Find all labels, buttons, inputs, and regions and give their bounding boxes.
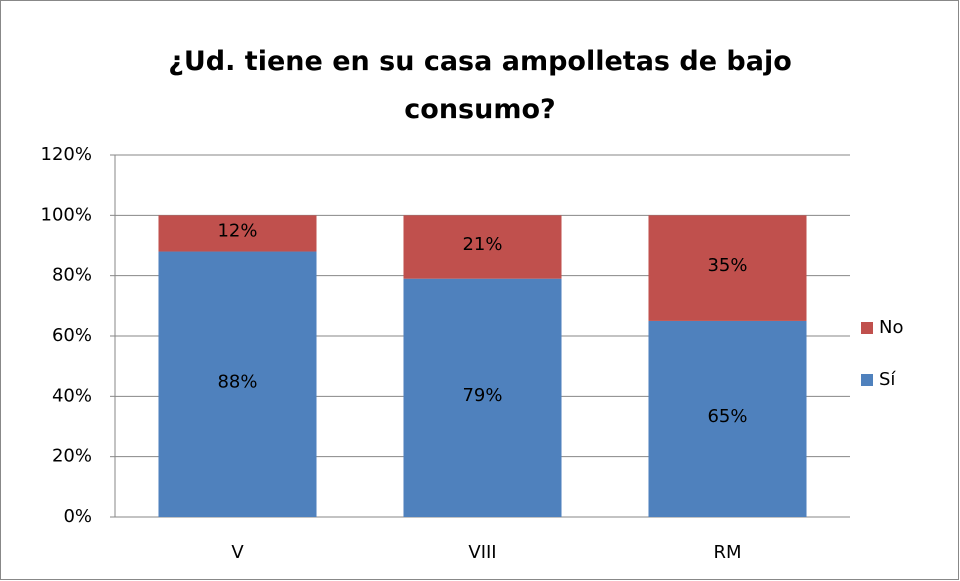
legend-swatch	[861, 374, 873, 386]
bar-segment	[403, 278, 562, 517]
x-tick-label: V	[231, 542, 244, 563]
bar-segment	[648, 320, 807, 517]
data-label: 65%	[707, 406, 747, 427]
legend-swatch	[861, 322, 873, 334]
y-tick-label: 120%	[41, 144, 92, 165]
legend-label: No	[879, 317, 903, 338]
chart-title: ¿Ud. tiene en su casa ampolletas de bajo…	[168, 46, 792, 125]
data-label: 88%	[217, 371, 257, 392]
y-tick-label: 60%	[52, 325, 92, 346]
y-tick-label: 40%	[52, 385, 92, 406]
data-label: 12%	[217, 220, 257, 241]
y-tick-label: 100%	[41, 204, 92, 225]
bar-segment	[158, 215, 317, 252]
bar-segment	[158, 251, 317, 518]
data-label: 79%	[462, 385, 502, 406]
data-label: 35%	[707, 255, 747, 276]
y-tick-label: 20%	[52, 446, 92, 467]
y-tick-label: 80%	[52, 265, 92, 286]
bar-segment	[403, 215, 562, 279]
y-tick-label: 0%	[63, 506, 92, 527]
legend-label: Sí	[879, 369, 896, 390]
x-tick-label: VIII	[468, 542, 496, 563]
bar-segment	[648, 215, 807, 321]
x-tick-label: RM	[713, 542, 741, 563]
data-label: 21%	[462, 234, 502, 255]
